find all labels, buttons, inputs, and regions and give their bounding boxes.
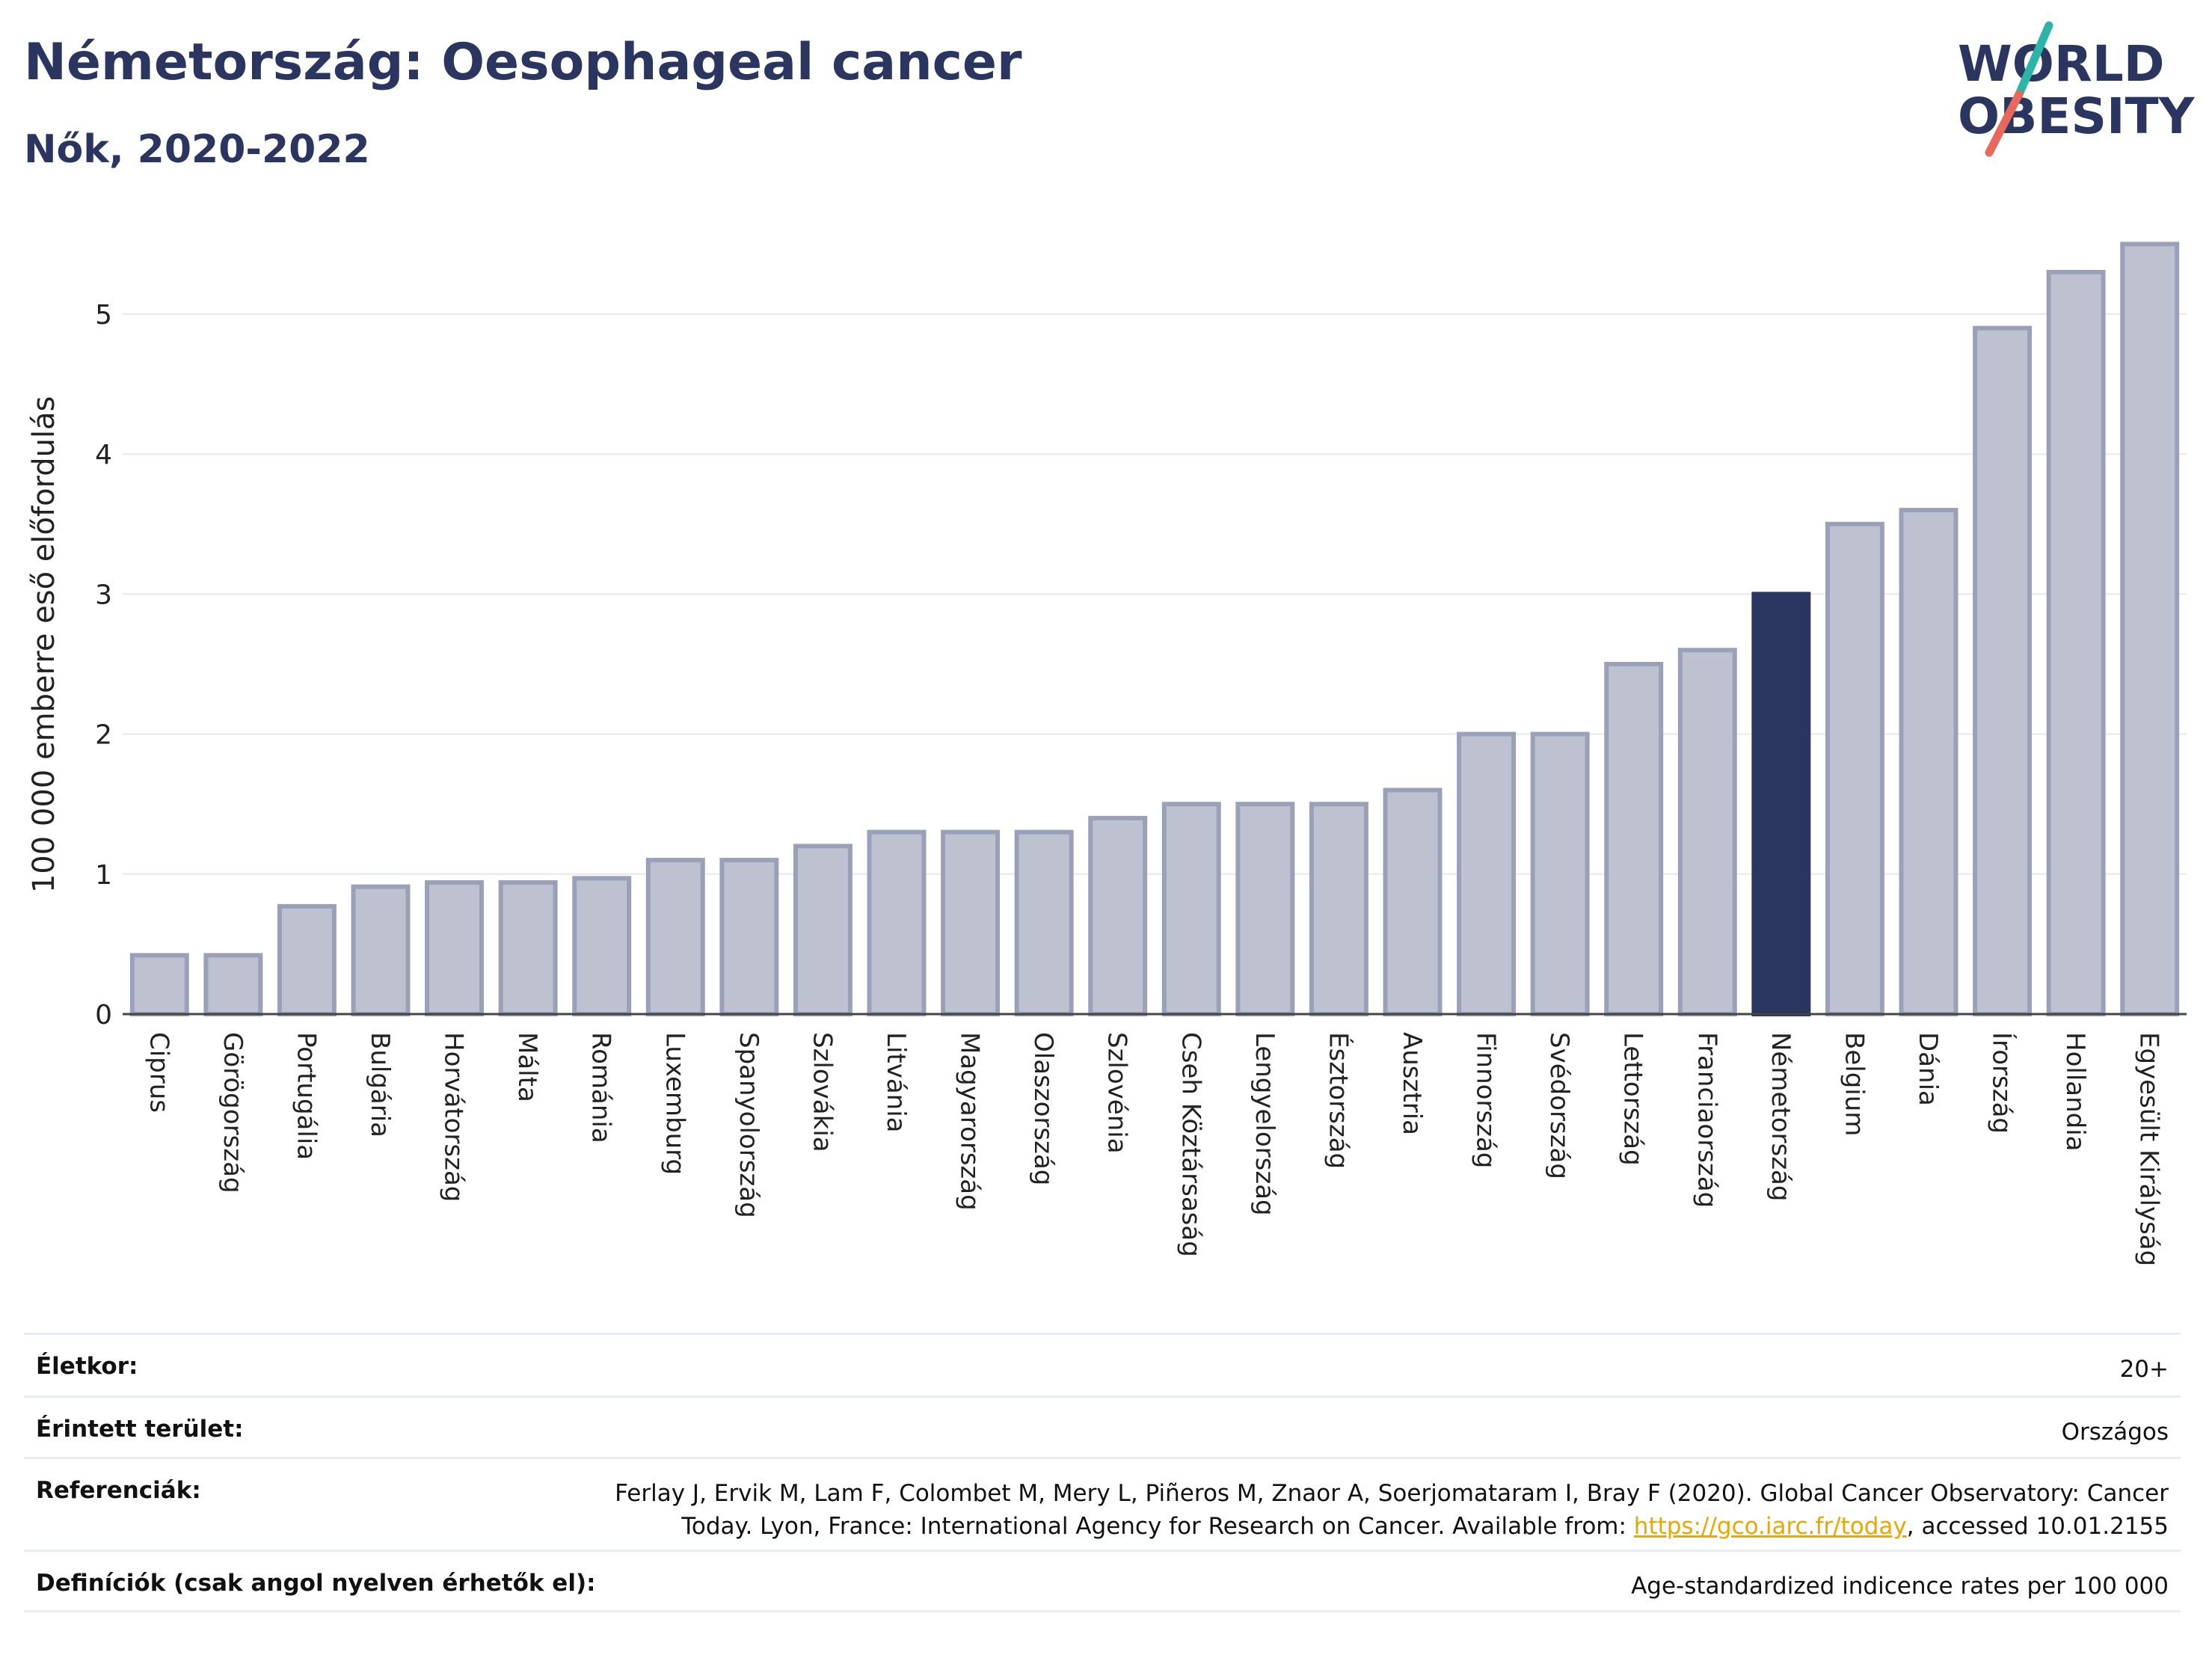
x-tick-label: Románia [586,1032,616,1143]
bar [203,953,263,1016]
x-tick-label: Franciaország [1692,1032,1721,1208]
y-tick-label: 4 [95,440,112,470]
area-value: Országos [2061,1419,2169,1446]
x-tick-label: Észtország [1323,1032,1354,1169]
bar-chart: 0 1 2 3 4 5 100 000 emberre eső előfordulás Cip… [27,242,2187,1266]
bar [498,880,558,1016]
bar [719,858,779,1016]
x-tick-label: Hollandia [2060,1032,2090,1152]
bar [129,953,189,1016]
bar [1677,648,1737,1017]
y-tick-label: 2 [95,720,112,751]
age-value: 20+ [2119,1356,2169,1383]
bar [1161,802,1221,1016]
x-tick-label: Olaszország [1028,1032,1058,1185]
x-tick-label: Bulgária [365,1032,395,1137]
bar [867,829,927,1017]
logo-slash-red [1985,90,2024,157]
x-tick-label: Portugália [291,1032,321,1160]
bar [1014,829,1074,1017]
age-label: Életkor: [36,1353,138,1380]
info-row-area: Érintett terület: Országos [24,1395,2181,1457]
reference-line-2-pre: Today. Lyon, France: International Agenc… [681,1513,1634,1540]
definitions-label: Definíciók (csak angol nyelven érhetők e… [36,1570,596,1597]
bar [1530,731,1590,1016]
bar [941,829,1001,1017]
bar [1604,662,1664,1016]
x-tick-label: Horvátország [439,1032,469,1202]
chart-subtitle: Nők, 2020-2022 [24,127,370,172]
bar [1309,802,1368,1016]
y-tick-label: 0 [95,1000,112,1031]
info-row-definitions: Definíciók (csak angol nyelven érhetők e… [24,1550,2181,1612]
bar [2046,269,2106,1016]
x-tick-label: Lengyelország [1250,1032,1279,1216]
x-tick-label: Görögország [218,1032,248,1194]
x-tick-label: Belgium [1839,1032,1869,1136]
area-label: Érintett terület: [36,1416,244,1443]
x-tick-label: Németország [1766,1032,1795,1201]
bar [2120,242,2180,1016]
bar [1383,787,1443,1016]
y-tick-label: 3 [95,580,112,610]
x-tick-label: Spanyolország [734,1032,764,1218]
bar [1457,731,1517,1016]
reference-line-2-post: , accessed 10.01.2155 [1906,1513,2169,1540]
x-tick-label: Magyarország [955,1032,985,1211]
x-tick-label: Írország [1987,1032,2018,1134]
x-tick-label: Szlovákia [807,1032,837,1152]
x-tick-label: Ciprus [144,1032,173,1113]
bar [572,876,632,1017]
bar [351,884,411,1016]
bar [277,903,337,1016]
x-tick-label: Lettország [1618,1032,1648,1166]
references-value: Ferlay J, Ervik M, Lam F, Colombet M, Me… [615,1477,2169,1543]
info-row-references: Referenciák: Ferlay J, Ervik M, Lam F, C… [24,1457,2181,1550]
bar [425,880,485,1016]
bar [1088,815,1148,1017]
bar [793,844,852,1016]
reference-link[interactable]: https://gco.iarc.fr/today [1633,1513,1907,1540]
x-tick-label: Szlovénia [1102,1032,1132,1154]
bar [645,858,705,1016]
bar [1899,508,1958,1016]
references-label: Referenciák: [36,1477,201,1504]
y-tick-label: 1 [95,860,112,891]
info-row-age: Életkor: 20+ [24,1333,2181,1395]
x-tick-label: Luxemburg [660,1032,689,1175]
x-tick-label: Cseh Köztársaság [1176,1032,1205,1257]
x-tick-label: Dánia [1913,1032,1943,1106]
bar [1751,592,1811,1016]
chart-title: Németország: Oesophageal cancer [24,33,1022,92]
x-tick-label: Litvánia [881,1032,911,1133]
x-tick-label: Málta [512,1032,542,1102]
reference-line-1: Ferlay J, Ervik M, Lam F, Colombet M, Me… [615,1480,2169,1507]
world-obesity-logo: WORLD OBESITY [1958,21,2196,157]
x-tick-label: Ausztria [1397,1032,1427,1135]
logo-slash-teal [2015,21,2053,99]
x-tick-label: Finnország [1471,1032,1501,1168]
bar [1973,325,2033,1017]
x-tick-label: Egyesült Királyság [2134,1032,2164,1266]
logo-text-world: WORLD [1958,35,2165,93]
y-axis-label: 100 000 emberre eső előfordulás [27,396,61,894]
bar [1235,802,1295,1016]
y-tick-label: 5 [95,300,112,331]
x-tick-label: Svédország [1544,1032,1574,1179]
info-table: Életkor: 20+ Érintett terület: Országos … [24,1333,2181,1612]
definitions-value: Age-standardized indicence rates per 100… [1631,1573,2169,1600]
bar [1825,521,1884,1016]
